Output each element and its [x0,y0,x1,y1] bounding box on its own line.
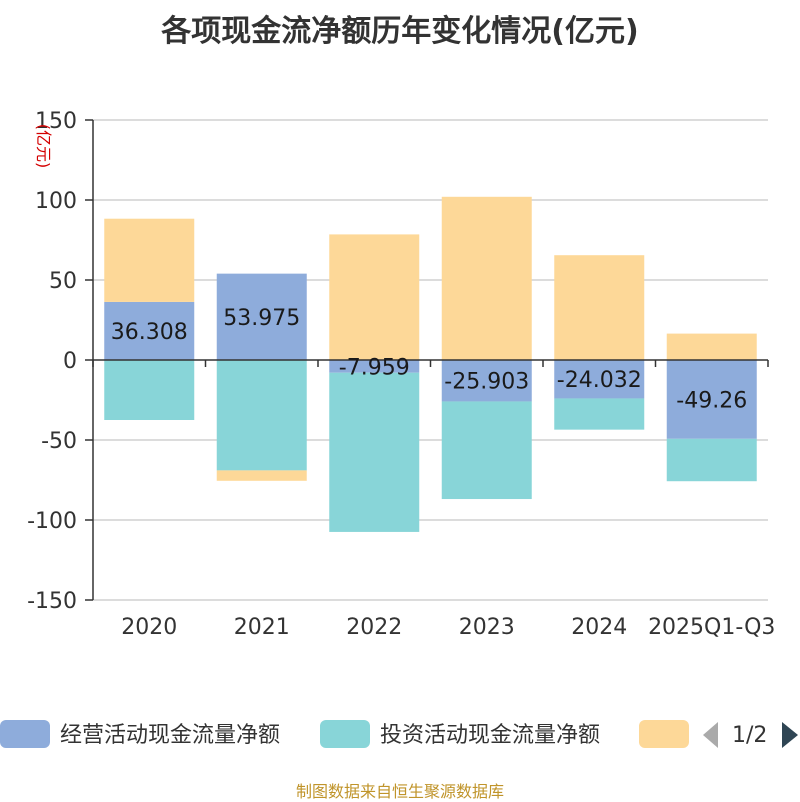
legend-swatch[interactable] [320,720,370,748]
legend-page-indicator: 1/2 [732,723,767,748]
y-tick-label: -100 [27,509,77,534]
bar-series2-2025Q1-Q3 [666,438,757,482]
x-tick-label: 2020 [121,615,177,640]
bar-series1-2020 [104,301,195,360]
x-tick-label: 2022 [346,615,402,640]
bar-series3-2025Q1-Q3 [666,333,757,360]
bar-series2-2024 [554,398,645,430]
axes: 150 100 50 0 -50 -100 -150 (亿元) 2020 2021 2022 2023… [27,109,775,640]
bar-series2-2020 [104,360,195,420]
data-label: -7.959 [339,355,410,380]
data-label: -25.903 [444,370,529,395]
data-label: -24.032 [557,368,642,393]
bar-series3-2021 [216,470,307,481]
x-tick-label: 2025Q1-Q3 [648,615,775,640]
legend: 经营活动现金流量净额 投资活动现金流量净额 1/2 [0,720,798,748]
data-labels: 36.308 53.975 -7.959 -25.903 -24.032 -49.26 [111,306,747,414]
x-tick-label: 2023 [459,615,515,640]
x-tick-label: 2021 [234,615,290,640]
bar-series1-2024 [554,360,645,399]
source-note: 制图数据来自恒生聚源数据库 [295,782,504,801]
y-tick-label: 0 [63,349,77,374]
legend-swatch[interactable] [639,720,689,748]
legend-label[interactable]: 经营活动现金流量净额 [60,723,280,748]
y-tick-label: 150 [35,109,77,134]
y-tick-label: 50 [49,269,77,294]
y-axis-label: (亿元) [34,124,53,169]
grid-lines [93,119,768,601]
bar-series3-2020 [104,218,195,302]
y-tick-label: -50 [41,429,77,454]
bar-series2-2022 [329,372,420,532]
legend-prev-icon[interactable] [703,722,718,748]
x-tick-label: 2024 [571,615,627,640]
legend-next-icon[interactable] [782,722,798,748]
bar-series3-2024 [554,255,645,360]
bar-series1-2022 [329,360,420,373]
bar-series3-2022 [329,234,420,360]
bar-series2-2021 [216,360,307,471]
bar-series1-2021 [216,273,307,360]
bar-series1-2023 [441,360,532,402]
chart-title: 各项现金流净额历年变化情况(亿元) [161,14,639,49]
bar-series1-2025Q1-Q3 [666,360,757,439]
legend-swatch[interactable] [0,720,50,748]
data-label: -49.26 [676,388,747,413]
data-label: 36.308 [111,320,188,345]
bar-series3-2023 [441,196,532,360]
bar-series2-2023 [441,401,532,500]
bars [104,196,757,532]
y-tick-label: -150 [27,589,77,614]
y-tick-label: 100 [35,189,77,214]
legend-label[interactable]: 投资活动现金流量净额 [380,723,600,748]
data-label: 53.975 [223,306,300,331]
